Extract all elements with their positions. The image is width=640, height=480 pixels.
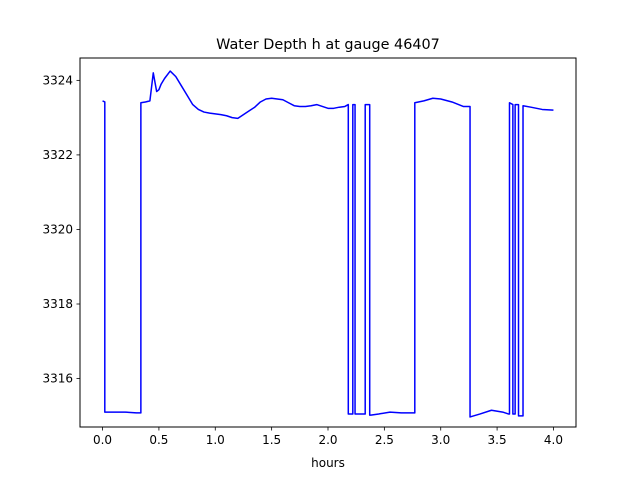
y-tick-label: 3316 — [42, 372, 73, 386]
x-tick-label: 1.5 — [262, 433, 281, 447]
x-tick-label: 3.0 — [431, 433, 450, 447]
x-axis-ticks: 0.0 0.5 1.0 1.5 2.0 2.5 3.0 3.5 4.0 — [93, 427, 563, 447]
plot-area — [80, 58, 576, 427]
y-tick-label: 3322 — [42, 148, 73, 162]
x-tick-label: 0.5 — [149, 433, 168, 447]
chart-title: Water Depth h at gauge 46407 — [216, 37, 440, 53]
y-tick-label: 3318 — [42, 297, 73, 311]
series-line-0 — [102, 70, 554, 418]
y-tick-label: 3324 — [42, 73, 73, 87]
x-axis-label: hours — [311, 456, 345, 470]
x-tick-label: 4.0 — [544, 433, 563, 447]
x-tick-label: 2.5 — [375, 433, 394, 447]
x-tick-label: 0.0 — [93, 433, 112, 447]
x-tick-label: 3.5 — [488, 433, 507, 447]
series-layer — [102, 70, 554, 418]
x-tick-label: 1.0 — [206, 433, 225, 447]
y-axis-ticks: 3316 3318 3320 3322 3324 — [42, 73, 80, 386]
x-tick-label: 2.0 — [318, 433, 337, 447]
y-tick-label: 3320 — [42, 222, 73, 236]
